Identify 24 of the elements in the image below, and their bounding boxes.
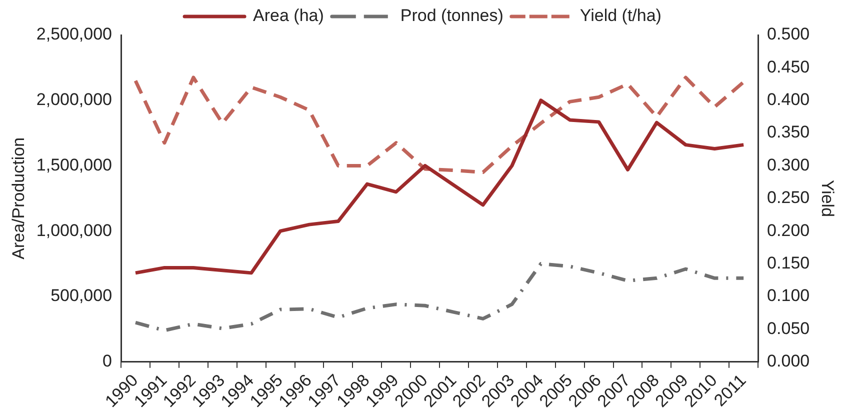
legend-label: Prod (tonnes) [400, 6, 504, 26]
y2-tick-label: 0.450 [767, 57, 810, 76]
y-tick-label: 0 [102, 352, 112, 371]
y-tick-label: 1,500,000 [36, 155, 112, 174]
y2-tick-label: 0.000 [767, 352, 810, 371]
y2-tick-label: 0.150 [767, 253, 810, 272]
y2-axis-title: Yield [818, 180, 838, 218]
y2-tick-label: 0.500 [767, 24, 810, 44]
legend-label: Area (ha) [253, 6, 324, 26]
y2-tick-label: 0.400 [767, 90, 810, 110]
y2-tick-label: 0.350 [767, 122, 810, 142]
y-tick-label: 1,000,000 [36, 220, 112, 240]
y2-tick-label: 0.050 [767, 318, 810, 338]
legend-label: Yield (t/ha) [580, 6, 662, 26]
line-series [134, 262, 746, 332]
line-series [134, 76, 746, 174]
y-tick-label: 2,000,000 [36, 90, 112, 110]
y2-tick-label: 0.100 [767, 286, 810, 306]
y2-tick-label: 0.200 [767, 220, 810, 240]
y2-tick-label: 0.250 [767, 188, 810, 208]
y-axis-title: Area/Production [8, 137, 28, 260]
y-tick-label: 2,500,000 [36, 24, 112, 44]
y-tick-label: 500,000 [50, 286, 112, 306]
y2-tick-label: 0.300 [767, 155, 810, 174]
